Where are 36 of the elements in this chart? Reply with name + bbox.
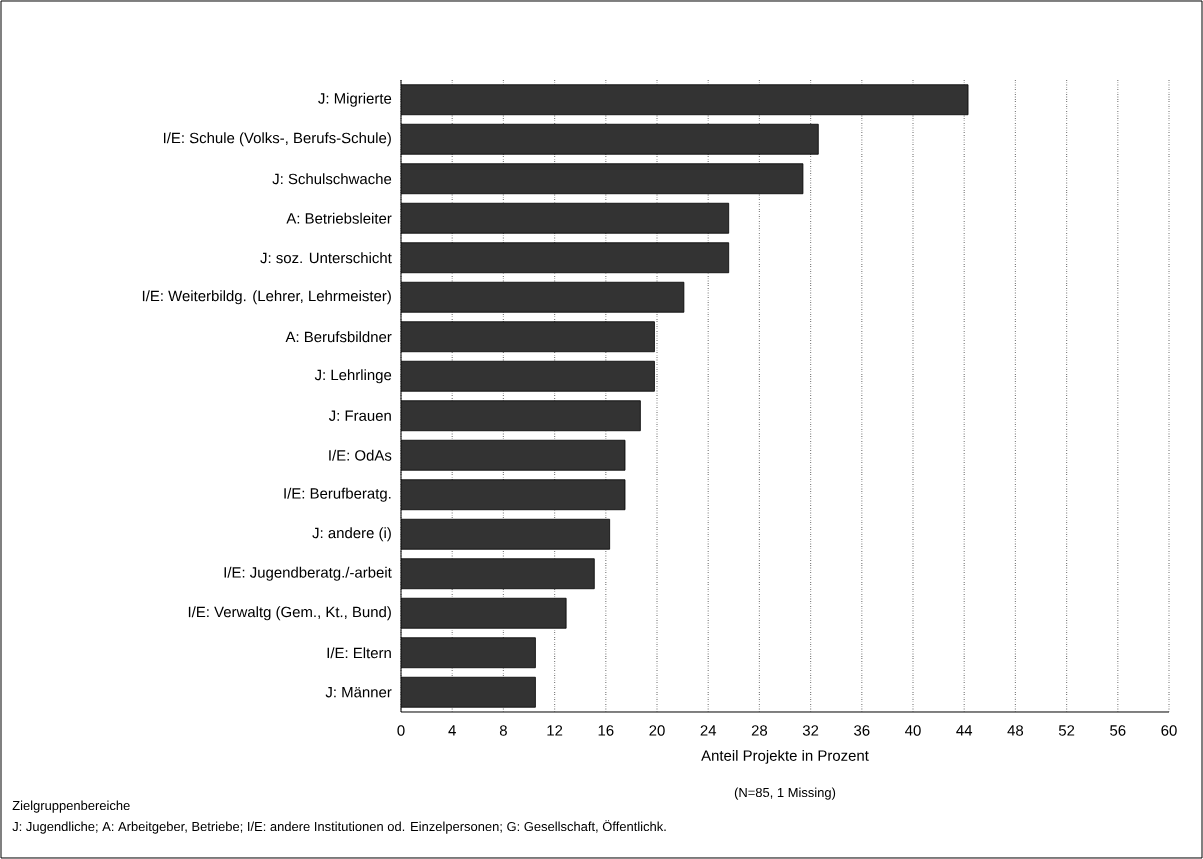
- text: J: Jugendliche; A: Arbeitgeber, Betriebe; I/E: andere Institutionen od. Einzelpersonen; G: Gesellschaft, Öffentlichk.: [12, 820, 666, 834]
- x-tick-label: 36: [854, 725, 870, 736]
- x-tick-label: 40: [905, 725, 921, 736]
- y-tick-label: J: Frauen: [328, 410, 391, 421]
- x-tick-label: 0: [397, 725, 405, 736]
- x-tick-label: 32: [802, 725, 819, 736]
- x-tick-label: 52: [1058, 725, 1075, 736]
- x-tick-label: 24: [700, 725, 717, 736]
- y-tick-label: J: andere (i): [312, 527, 391, 542]
- x-tick-label: 4: [448, 725, 456, 736]
- text: (N=85, 1 Missing): [734, 787, 836, 800]
- y-tick-label: A: Betriebsleiter: [286, 212, 392, 224]
- x-tick-label: 28: [751, 725, 768, 736]
- y-tick-label: I/E: Verwaltg (Gem., Kt., Bund): [188, 606, 391, 621]
- text: Zielgruppenbereiche: [12, 800, 130, 813]
- x-tick-label: 44: [956, 725, 973, 736]
- y-tick-label: I/E: Eltern: [327, 647, 391, 659]
- y-tick-label: I/E: OdAs: [329, 449, 392, 461]
- x-tick-label: 48: [1007, 725, 1024, 736]
- y-tick-label: J: Lehrlinge: [314, 369, 392, 384]
- x-tick-label: 20: [649, 725, 665, 736]
- y-tick-label: I/E: Berufberatg.: [284, 487, 391, 502]
- x-tick-label: 8: [499, 725, 507, 736]
- x-tick-label: 16: [598, 725, 614, 736]
- y-tick-label: J: Migrierte: [318, 92, 392, 107]
- y-tick-label: J: soz. Unterschicht: [260, 252, 392, 264]
- x-tick-label: 12: [547, 725, 563, 736]
- y-tick-label: I/E: Schule (Volks-, Berufs-Schule): [163, 132, 391, 147]
- y-tick-label: I/E: Jugendberatg./-arbeit: [224, 566, 392, 581]
- y-tick-label: J: Männer: [325, 687, 392, 698]
- x-tick-label: 60: [1161, 725, 1177, 736]
- x-axis-title: Anteil Projekte in Prozent: [701, 749, 869, 764]
- y-tick-label: I/E: Weiterbildg. (Lehrer, Lehrmeister): [142, 290, 391, 305]
- y-tick-label: J: Schulschwache: [272, 173, 392, 185]
- y-tick-label: A: Berufsbildner: [285, 331, 392, 343]
- x-tick-label: 56: [1110, 725, 1126, 736]
